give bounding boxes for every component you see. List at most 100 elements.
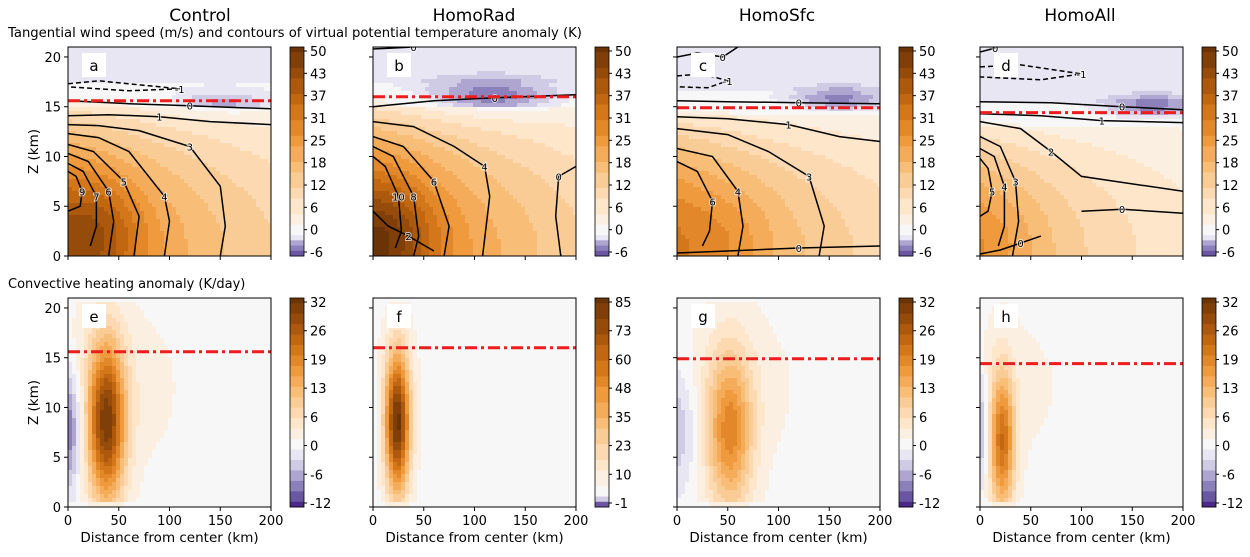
field-cell xyxy=(76,119,81,124)
field-cell xyxy=(144,51,149,56)
field-cell xyxy=(124,175,129,180)
field-cell xyxy=(236,59,241,64)
field-cell xyxy=(533,75,538,80)
field-cell xyxy=(168,139,173,144)
field-cell xyxy=(457,179,462,184)
field-cell xyxy=(497,195,502,200)
field-cell xyxy=(216,215,221,220)
field-cell xyxy=(240,231,245,236)
field-cell xyxy=(232,211,237,216)
field-cell xyxy=(124,219,129,224)
field-cell xyxy=(132,111,137,116)
field-cell xyxy=(156,179,161,184)
field-cell xyxy=(200,151,205,156)
field-cell xyxy=(72,63,77,68)
field-cell xyxy=(509,63,514,68)
field-cell xyxy=(268,147,271,152)
field-cell xyxy=(184,83,189,88)
field-cell xyxy=(108,211,113,216)
field-cell xyxy=(465,107,470,112)
field-cell xyxy=(397,147,402,152)
field-cell xyxy=(76,247,81,252)
field-cell xyxy=(200,163,205,168)
field-cell xyxy=(100,219,105,224)
field-cell xyxy=(116,239,121,244)
field-cell xyxy=(124,251,129,256)
field-cell xyxy=(529,63,534,68)
field-cell xyxy=(232,135,237,140)
field-cell xyxy=(449,239,454,244)
field-cell xyxy=(208,175,213,180)
field-cell xyxy=(517,235,522,240)
field-cell xyxy=(208,139,213,144)
field-cell xyxy=(256,211,261,216)
field-cell xyxy=(268,135,271,140)
field-cell xyxy=(497,63,502,68)
field-cell xyxy=(493,191,498,196)
field-cell xyxy=(216,111,221,116)
field-cell xyxy=(264,103,269,108)
field-cell xyxy=(152,243,157,248)
field-cell xyxy=(80,47,85,52)
field-cell xyxy=(188,123,193,128)
field-cell xyxy=(232,223,237,228)
field-cell xyxy=(208,79,213,84)
field-cell xyxy=(196,211,201,216)
field-cell xyxy=(132,135,137,140)
field-cell xyxy=(477,131,482,136)
field-cell xyxy=(405,83,410,88)
field-cell xyxy=(240,179,245,184)
field-cell xyxy=(136,75,141,80)
field-cell xyxy=(208,155,213,160)
field-cell xyxy=(377,99,382,104)
field-cell xyxy=(200,155,205,160)
field-cell xyxy=(437,167,442,172)
field-cell xyxy=(216,187,221,192)
field-cell xyxy=(441,183,446,188)
field-cell xyxy=(244,115,249,120)
field-cell xyxy=(168,67,173,72)
field-cell xyxy=(68,155,73,160)
field-cell xyxy=(401,215,406,220)
colorbar-tick-label: 18 xyxy=(310,157,327,172)
field-cell xyxy=(176,119,181,124)
field-cell xyxy=(429,219,434,224)
field-cell xyxy=(112,147,117,152)
field-cell xyxy=(204,115,209,120)
field-cell xyxy=(116,115,121,120)
field-cell xyxy=(228,83,233,88)
field-cell xyxy=(80,179,85,184)
field-cell xyxy=(224,83,229,88)
field-cell xyxy=(192,71,197,76)
field-cell xyxy=(84,115,89,120)
field-cell xyxy=(184,171,189,176)
field-cell xyxy=(529,207,534,212)
field-cell xyxy=(441,227,446,232)
field-cell xyxy=(152,95,157,100)
field-cell xyxy=(469,191,474,196)
field-cell xyxy=(188,239,193,244)
field-cell xyxy=(497,115,502,120)
field-cell xyxy=(509,87,514,92)
colorbar-tick-label: 25 xyxy=(310,134,327,149)
field-cell xyxy=(389,159,394,164)
field-cell xyxy=(393,167,398,172)
field-cell xyxy=(244,79,249,84)
field-cell xyxy=(477,75,482,80)
field-cell xyxy=(72,183,77,188)
field-cell xyxy=(268,203,271,208)
field-cell xyxy=(421,151,426,156)
field-cell xyxy=(152,71,157,76)
field-cell xyxy=(152,103,157,108)
field-cell xyxy=(268,215,271,220)
field-cell xyxy=(196,127,201,132)
field-cell xyxy=(409,59,414,64)
field-cell xyxy=(92,103,97,108)
field-cell xyxy=(401,91,406,96)
field-cell xyxy=(144,127,149,132)
field-cell xyxy=(220,219,225,224)
field-cell xyxy=(232,55,237,60)
field-cell xyxy=(525,87,530,92)
field-cell xyxy=(112,151,117,156)
field-cell xyxy=(80,75,85,80)
